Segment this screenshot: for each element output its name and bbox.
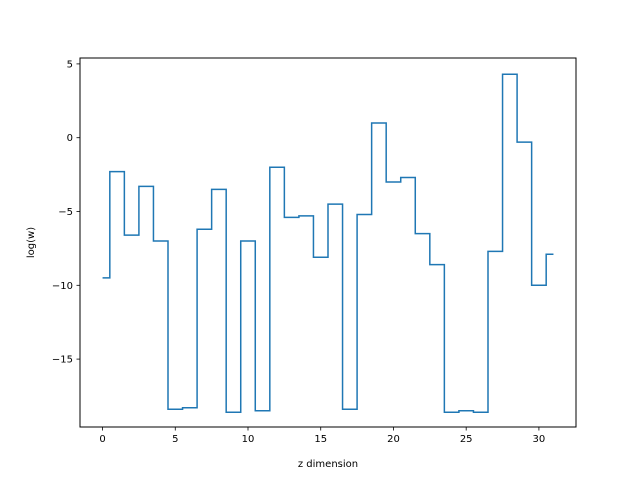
x-tick-label: 10 — [242, 434, 255, 445]
y-tick-label: −15 — [52, 355, 73, 366]
y-axis-label: log(w) — [26, 227, 37, 258]
x-tick-label: 25 — [460, 434, 473, 445]
x-axis-label: z dimension — [298, 459, 358, 470]
x-tick-label: 0 — [99, 434, 105, 445]
y-tick-label: 0 — [67, 133, 73, 144]
plot-frame — [79, 57, 577, 428]
series-line — [102, 73, 554, 413]
series-layer — [102, 73, 554, 413]
y-tick-label: 5 — [67, 59, 73, 70]
y-tick-label: −10 — [52, 281, 73, 292]
x-tick-label: 30 — [533, 434, 546, 445]
x-tick-label: 20 — [387, 434, 400, 445]
x-tick-label: 5 — [172, 434, 178, 445]
y-tick-label: −5 — [58, 207, 73, 218]
x-tick-label: 15 — [314, 434, 327, 445]
y-axis: 5 0 −5 −10 −15 — [52, 59, 80, 366]
series-step-path — [102, 73, 554, 413]
x-axis: 0 5 10 15 20 25 30 — [99, 427, 545, 445]
